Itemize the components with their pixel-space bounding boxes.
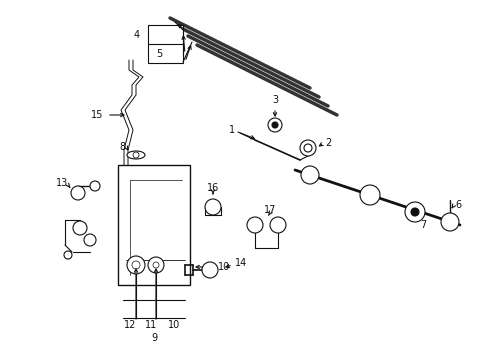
Circle shape bbox=[84, 234, 96, 246]
Text: 17: 17 bbox=[263, 205, 276, 215]
Text: 2: 2 bbox=[325, 138, 330, 148]
Text: 12: 12 bbox=[123, 320, 136, 330]
Text: 3: 3 bbox=[271, 95, 278, 105]
Text: 14: 14 bbox=[235, 258, 247, 268]
Bar bbox=[118, 165, 190, 285]
Text: 9: 9 bbox=[151, 333, 157, 343]
Circle shape bbox=[410, 208, 418, 216]
Circle shape bbox=[299, 140, 315, 156]
Circle shape bbox=[267, 118, 282, 132]
Circle shape bbox=[132, 261, 140, 269]
Circle shape bbox=[148, 257, 163, 273]
Circle shape bbox=[359, 185, 379, 205]
Text: 13: 13 bbox=[56, 178, 68, 188]
Circle shape bbox=[90, 181, 100, 191]
Circle shape bbox=[304, 144, 311, 152]
Ellipse shape bbox=[127, 151, 145, 159]
Circle shape bbox=[64, 251, 72, 259]
Bar bbox=[148, 25, 183, 63]
Circle shape bbox=[153, 262, 159, 268]
Text: 8: 8 bbox=[120, 142, 126, 152]
Text: 1: 1 bbox=[228, 125, 235, 135]
Circle shape bbox=[301, 166, 318, 184]
Text: 6: 6 bbox=[454, 200, 460, 210]
Circle shape bbox=[73, 221, 87, 235]
Circle shape bbox=[440, 213, 458, 231]
Circle shape bbox=[71, 186, 85, 200]
Text: 4: 4 bbox=[134, 30, 140, 40]
Circle shape bbox=[404, 202, 424, 222]
Text: 10: 10 bbox=[218, 262, 230, 272]
Text: 11: 11 bbox=[144, 320, 157, 330]
Text: 5: 5 bbox=[156, 49, 162, 59]
Circle shape bbox=[127, 256, 145, 274]
Text: 10: 10 bbox=[167, 320, 180, 330]
Circle shape bbox=[271, 122, 278, 128]
Text: 16: 16 bbox=[206, 183, 219, 193]
Circle shape bbox=[204, 199, 221, 215]
Circle shape bbox=[202, 262, 218, 278]
Circle shape bbox=[133, 152, 139, 158]
Circle shape bbox=[246, 217, 263, 233]
Circle shape bbox=[269, 217, 285, 233]
Text: 15: 15 bbox=[90, 110, 103, 120]
Text: 7: 7 bbox=[419, 220, 426, 230]
